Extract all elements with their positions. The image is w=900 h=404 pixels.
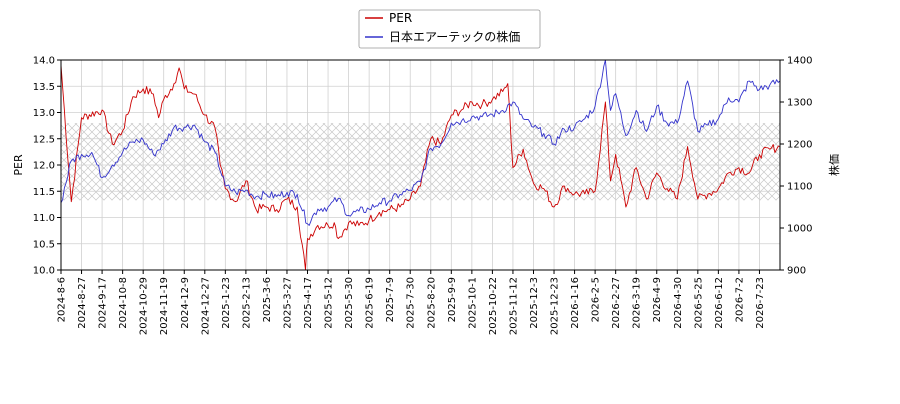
x-tick-label: 2024-12-27 [200, 277, 211, 335]
y-left-tick-label: 12.0 [33, 161, 55, 172]
x-tick-label: 2025-7-30 [406, 277, 417, 329]
y-left-tick-label: 12.5 [33, 134, 55, 145]
x-tick-label: 2025-10-1 [467, 277, 478, 329]
x-tick-label: 2025-5-12 [324, 277, 335, 329]
grid [60, 59, 780, 271]
x-axis: 2024-8-6 2024-8-27 2024-9-17 2024-10-8 2024-… [57, 270, 766, 335]
legend-box [358, 9, 541, 49]
x-tick-label: 2025-8-20 [426, 277, 437, 329]
y-axis-left-title: PER [12, 154, 25, 176]
x-tick-label: 2026-5-25 [693, 277, 704, 329]
x-tick-label: 2025-1-23 [221, 277, 232, 329]
y-right-tick-label: 1000 [787, 224, 812, 235]
y-left-tick-label: 10.0 [33, 266, 55, 277]
x-tick-label: 2026-3-19 [632, 277, 643, 329]
x-tick-label: 2025-12-23 [550, 277, 561, 335]
legend-label-price: 日本エアーテックの株価 [389, 29, 520, 44]
x-tick-label: 2026-7-23 [755, 277, 766, 329]
x-tick-label: 2025-12-3 [529, 277, 540, 329]
hatched-band [61, 123, 780, 201]
x-tick-label: 2026-2-5 [591, 277, 602, 322]
x-tick-label: 2026-6-12 [714, 277, 725, 329]
x-tick-label: 2025-2-13 [241, 277, 252, 329]
y-right-tick-label: 900 [787, 266, 806, 277]
y-right-tick-label: 1400 [787, 56, 812, 67]
x-tick-label: 2026-2-27 [611, 277, 622, 329]
x-tick-label: 2025-4-17 [303, 277, 314, 329]
x-tick-label: 2026-4-30 [673, 277, 684, 329]
hatched-band-rect [61, 123, 780, 201]
y-left-tick-label: 11.0 [33, 213, 55, 224]
y-left-tick-label: 13.0 [33, 108, 55, 119]
x-tick-label: 2025-7-9 [385, 277, 396, 322]
x-tick-label: 2026-7-2 [734, 277, 745, 322]
x-tick-label: 2024-8-27 [77, 277, 88, 329]
x-tick-label: 2025-11-12 [508, 277, 519, 335]
x-tick-label: 2024-11-19 [159, 277, 170, 335]
x-tick-label: 2024-12-9 [180, 277, 191, 329]
y-right-tick-label: 1100 [787, 182, 812, 193]
x-tick-label: 2024-10-8 [118, 277, 129, 329]
y-right-tick-label: 1200 [787, 140, 812, 151]
y-left-tick-label: 14.0 [33, 56, 55, 67]
legend-label-per: PER [389, 11, 412, 25]
legend: PER 日本エアーテックの株価 [358, 9, 541, 49]
y-left-tick-label: 11.5 [33, 187, 55, 198]
x-tick-label: 2025-3-6 [262, 277, 273, 322]
x-tick-label: 2025-10-22 [488, 277, 499, 335]
x-tick-label: 2025-6-19 [365, 277, 376, 329]
y-left-tick-label: 13.5 [33, 82, 55, 93]
x-tick-label: 2026-4-9 [652, 277, 663, 322]
y-axis-right: 900 1000 1100 1200 1300 1400 [780, 56, 812, 277]
x-tick-label: 2025-9-9 [447, 277, 458, 322]
x-tick-label: 2024-8-6 [57, 277, 68, 322]
series-line-per [61, 65, 780, 270]
x-tick-label: 2026-1-16 [570, 277, 581, 329]
y-left-tick-label: 10.5 [33, 239, 55, 250]
x-tick-label: 2025-3-27 [282, 277, 293, 329]
x-tick-label: 2024-10-29 [139, 277, 150, 335]
y-axis-left: 10.0 10.5 11.0 11.5 12.0 12.5 13.0 13.5 14.0 [33, 56, 61, 277]
series-line-price [61, 60, 780, 226]
y-right-tick-label: 1300 [787, 98, 812, 109]
x-tick-label: 2025-5-30 [344, 277, 355, 329]
y-axis-right-title: 株価 [827, 154, 841, 176]
series-layer [61, 60, 780, 270]
x-tick-label: 2024-9-17 [98, 277, 109, 329]
